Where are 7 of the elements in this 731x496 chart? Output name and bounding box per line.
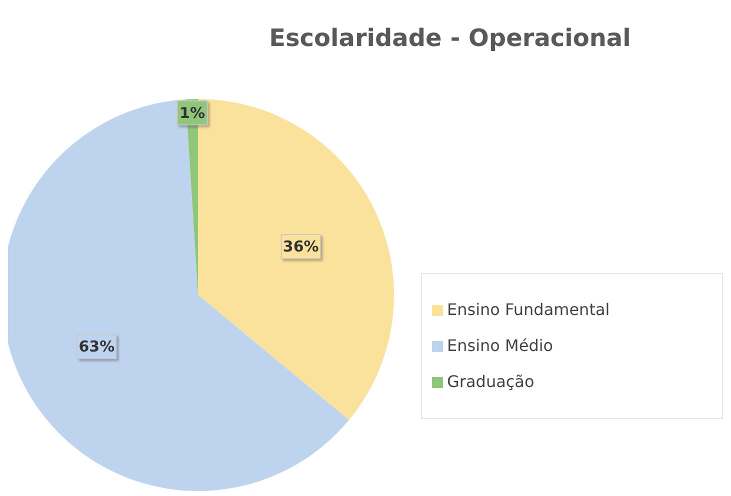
data-label: 63% <box>78 338 115 356</box>
legend-label: Graduação <box>447 372 534 391</box>
legend-label: Ensino Fundamental <box>447 300 610 319</box>
data-label: 1% <box>180 104 206 122</box>
legend-label: Ensino Médio <box>447 336 554 355</box>
chart-title: Escolaridade - Operacional <box>269 24 631 52</box>
data-label: 36% <box>282 238 319 256</box>
